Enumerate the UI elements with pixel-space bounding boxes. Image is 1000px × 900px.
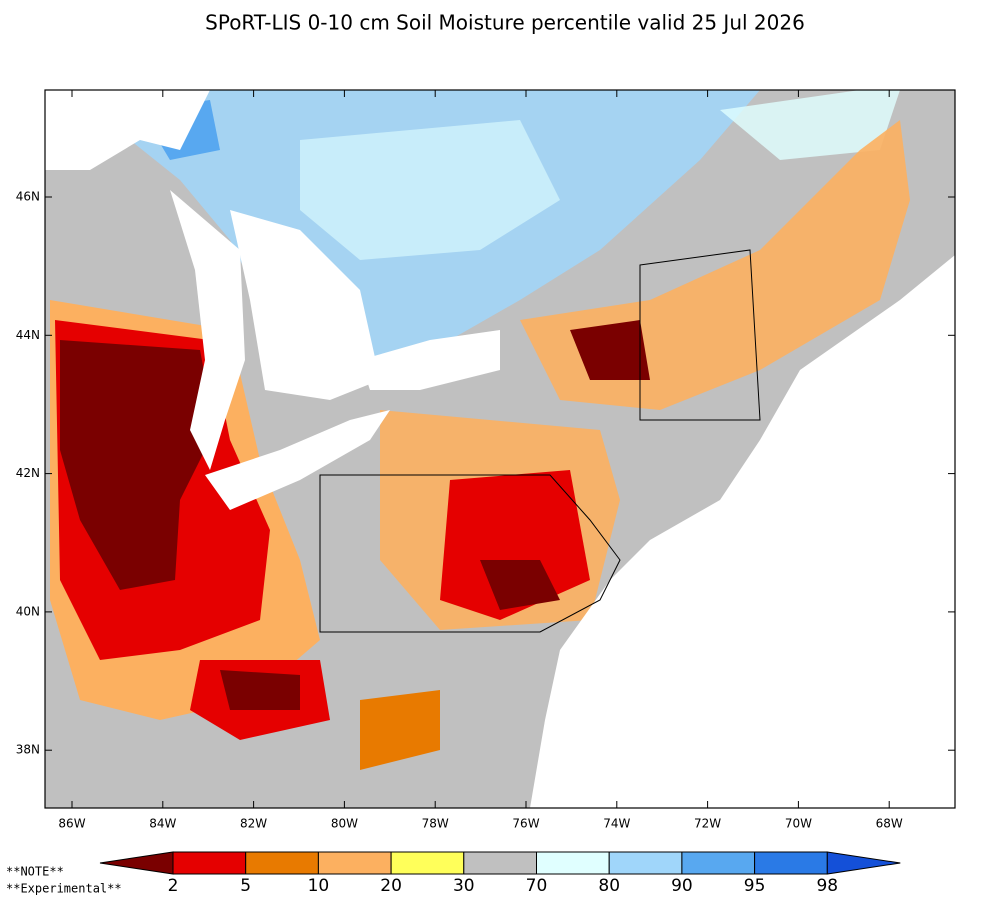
lon-label: 86W [58,817,85,831]
colorbar-label: 98 [816,876,838,896]
lon-label: 78W [422,817,449,831]
lat-label: 44N [16,328,40,342]
colorbar-box [172,851,247,875]
lon-label: 74W [603,817,630,831]
map-field [45,90,955,808]
colorbar-box [245,851,319,875]
colorbar-box [536,851,610,875]
lat-label: 42N [16,466,40,480]
colorbar-arrow [826,851,901,875]
note: **Experimental** [6,882,122,896]
map-title: SPoRT-LIS 0-10 cm Soil Moisture percenti… [205,11,805,35]
colorbar-label: 20 [380,876,402,896]
lon-label: 84W [149,817,176,831]
colorbar-box [681,851,756,875]
colorbar-box [608,851,683,875]
colorbar-label: 10 [308,876,330,896]
colorbar-box [390,851,465,875]
colorbar-label: 70 [526,876,548,896]
lon-label: 80W [331,817,358,831]
colorbar-box [463,851,537,875]
colorbar-arrow [99,851,174,875]
lat-label: 46N [16,190,40,204]
colorbar-box [317,851,392,875]
lon-label: 70W [785,817,812,831]
map-frame [44,89,956,809]
colorbar-label: 80 [598,876,620,896]
colorbar-label: 2 [168,876,179,896]
lon-label: 68W [876,817,903,831]
state-borders [319,249,761,633]
lat-label: 40N [16,604,40,618]
lon-label: 82W [240,817,267,831]
colorbar-label: 95 [744,876,766,896]
lon-label: 72W [694,817,721,831]
colorbar-label: 90 [671,876,693,896]
colorbar-label: 30 [453,876,475,896]
colorbar-box [754,851,828,875]
lat-label: 38N [16,743,40,757]
note: **NOTE** [6,865,64,879]
lon-label: 76W [512,817,539,831]
colorbar-label: 5 [240,876,251,896]
